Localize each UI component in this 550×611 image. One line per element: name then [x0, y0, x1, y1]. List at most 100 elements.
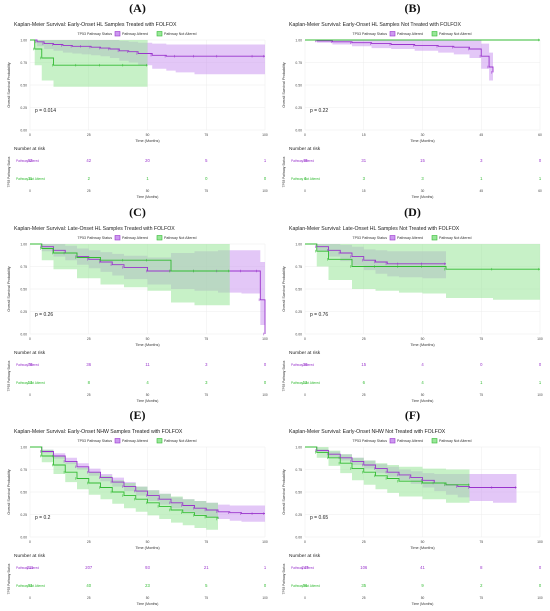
x-tick-label: 0 [304, 540, 306, 544]
legend-swatch [389, 438, 396, 444]
risk-x-tick-label: 25 [87, 393, 91, 397]
risk-count: 36 [86, 362, 91, 367]
x-tick-label: 100 [537, 540, 543, 544]
legend-title: TP53 Pathway Status [77, 32, 112, 36]
survival-curve-altered [305, 243, 446, 265]
risk-count: 1 [480, 176, 483, 181]
p-value: p = 0.014 [35, 108, 56, 114]
risk-x-tick-label: 50 [421, 393, 425, 397]
risk-count: 78 [28, 362, 33, 367]
x-tick-label: 45 [479, 133, 483, 137]
risk-count: 4 [304, 176, 307, 181]
risk-count: 0 [264, 380, 267, 385]
x-tick-label: 25 [362, 540, 366, 544]
x-tick-label: 75 [204, 133, 208, 137]
km-panel-e: (E) Kaplan-Meier Survival: Early-Onset N… [0, 407, 275, 611]
risk-table-title: Number at risk [14, 553, 46, 559]
legend-entry: Pathway Not Altered [439, 439, 472, 443]
risk-count: 4 [146, 380, 149, 385]
y-tick-label: 0.75 [20, 61, 27, 65]
confidence-band-not-altered [30, 40, 148, 87]
risk-count: 35 [361, 583, 366, 588]
risk-x-tick-label: 75 [204, 189, 208, 193]
km-panel-c: (C) Kaplan-Meier Survival: Late-Onset HL… [0, 204, 275, 408]
survival-curve-altered [30, 39, 265, 57]
risk-count: 0 [264, 583, 267, 588]
risk-row-label: Pathway Not Altered [16, 584, 45, 588]
p-value: p = 0.22 [310, 108, 328, 114]
legend-swatch [389, 235, 396, 241]
risk-x-tick-label: 25 [87, 189, 91, 193]
legend-swatch [114, 438, 121, 444]
y-tick-label: 0.00 [20, 535, 27, 539]
x-tick-label: 25 [362, 337, 366, 341]
legend-title: TP53 Pathway Status [352, 439, 387, 443]
risk-count: 56 [303, 583, 308, 588]
risk-count: 0 [539, 362, 542, 367]
km-plot-e: Kaplan-Meier Survival: Early-Onset NHW S… [7, 429, 268, 606]
legend: TP53 Pathway Status Pathway Altered Pathwa… [77, 31, 197, 37]
risk-count: 3 [421, 176, 424, 181]
risk-x-tick-label: 0 [29, 189, 31, 193]
risk-count: 3 [480, 158, 483, 163]
risk-table-title: Number at risk [289, 553, 321, 559]
panel-letter: (E) [129, 408, 146, 422]
y-tick-label: 0.50 [20, 287, 27, 291]
legend-entry: Pathway Altered [122, 439, 148, 443]
risk-x-tick-label: 100 [262, 189, 268, 193]
x-axis-label: Time (Months) [135, 343, 160, 347]
km-panel-a: (A) Kaplan-Meier Survival: Early-Onset H… [0, 0, 275, 204]
y-tick-label: 1.00 [295, 38, 302, 42]
legend-swatch [431, 438, 438, 444]
x-tick-label: 50 [421, 337, 425, 341]
y-axis-label: Overall Survival Probability [7, 469, 11, 514]
risk-table-axis-label: TP53 Pathway Status [7, 360, 11, 391]
legend-swatch [431, 235, 438, 241]
panel-letter: (C) [129, 205, 146, 219]
y-tick-label: 0.25 [295, 513, 302, 517]
legend-swatch [156, 31, 163, 37]
risk-count: 11 [28, 176, 33, 181]
risk-row-label: Pathway Not Altered [16, 381, 45, 385]
risk-x-tick-label: 25 [362, 596, 366, 600]
km-plot-b: Kaplan-Meier Survival: Early-Onset HL Sa… [282, 22, 542, 199]
risk-row-label: Pathway Altered [291, 159, 314, 163]
survival-curve-not-altered [30, 39, 148, 66]
survival-curve-altered [30, 243, 266, 334]
legend-entry: Pathway Not Altered [439, 236, 472, 240]
risk-count: 0 [539, 583, 542, 588]
y-tick-label: 0.25 [20, 310, 27, 314]
y-tick-label: 0.00 [20, 128, 27, 132]
y-tick-label: 1.00 [295, 242, 302, 246]
confidence-band-not-altered [30, 244, 230, 307]
risk-x-tick-label: 25 [362, 393, 366, 397]
confidence-band-altered [305, 40, 493, 87]
risk-row-label: Pathway Not Altered [291, 584, 320, 588]
risk-x-axis-label: Time (Months) [412, 195, 434, 199]
risk-x-tick-label: 50 [421, 596, 425, 600]
confidence-band-not-altered [30, 447, 218, 532]
survival-curve-altered [305, 39, 494, 73]
y-axis-label: Overall Survival Probability [7, 266, 11, 311]
risk-x-tick-label: 0 [304, 189, 306, 193]
km-plot-c: Kaplan-Meier Survival: Late-Onset HL Sam… [7, 226, 268, 403]
risk-count: 40 [86, 583, 91, 588]
panel-letter: (B) [404, 1, 421, 15]
y-tick-label: 1.00 [20, 38, 27, 42]
legend: TP53 Pathway Status Pathway Altered Pathwa… [352, 438, 472, 444]
risk-count: 2 [88, 176, 91, 181]
x-tick-label: 0 [29, 337, 31, 341]
x-tick-label: 75 [204, 540, 208, 544]
risk-x-tick-label: 50 [146, 596, 150, 600]
y-tick-label: 0.50 [295, 83, 302, 87]
risk-x-tick-label: 30 [421, 189, 425, 193]
y-tick-label: 0.75 [295, 265, 302, 269]
chart-title: Kaplan-Meier Survival: Late-Onset HL Sam… [289, 226, 460, 232]
p-value: p = 0.65 [310, 515, 328, 521]
x-axis-label: Time (Months) [135, 546, 160, 550]
p-value: p = 0.2 [35, 515, 51, 521]
panel-letter: (F) [404, 408, 421, 422]
legend-swatch [156, 235, 163, 241]
risk-count: 49 [303, 158, 308, 163]
risk-x-tick-label: 0 [29, 596, 31, 600]
